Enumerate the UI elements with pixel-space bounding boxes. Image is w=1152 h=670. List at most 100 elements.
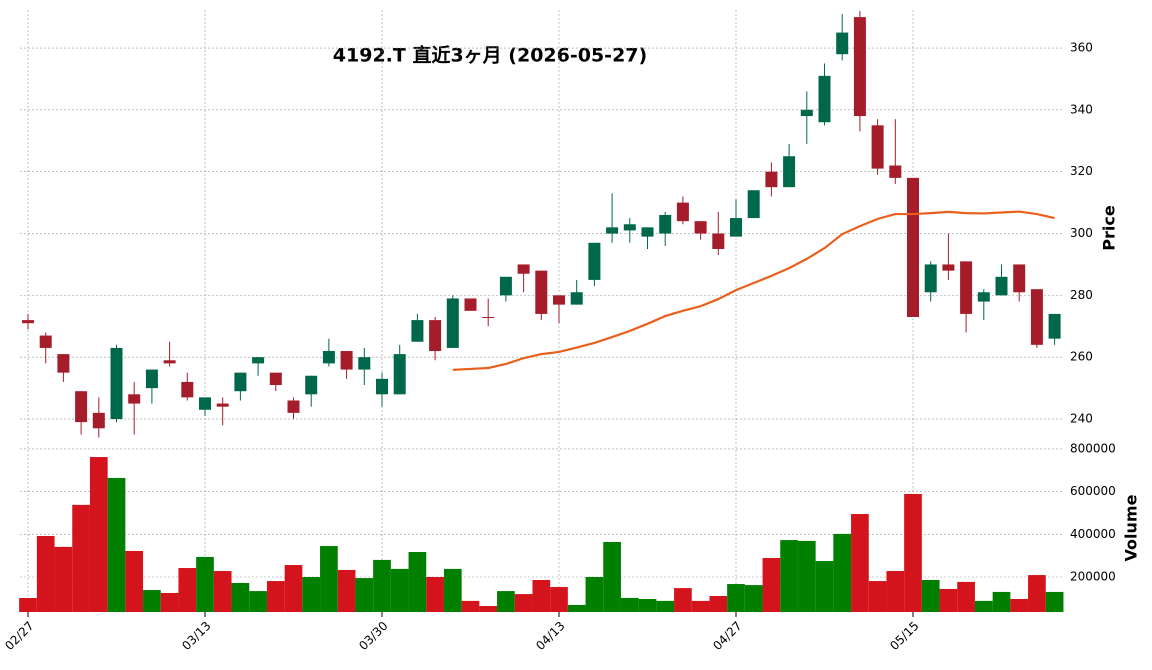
volume-bar bbox=[638, 598, 657, 612]
y-axis-label: Volume bbox=[1122, 494, 1141, 561]
candle-body bbox=[641, 227, 654, 237]
candle-body bbox=[712, 233, 725, 249]
volume-bar bbox=[603, 541, 621, 612]
candle-body bbox=[110, 347, 123, 420]
volume-bar bbox=[744, 585, 763, 612]
volume-bar bbox=[36, 536, 55, 612]
candle-body bbox=[623, 224, 636, 231]
candle-body bbox=[269, 372, 282, 386]
candle-body bbox=[446, 298, 459, 348]
candle-body bbox=[216, 403, 229, 407]
volume-bar bbox=[426, 576, 444, 612]
volume-bar bbox=[514, 594, 533, 612]
candle-body bbox=[57, 354, 70, 373]
volume-bar bbox=[461, 600, 480, 612]
y-tick-label: 200000 bbox=[1070, 569, 1116, 583]
volume-bar bbox=[249, 591, 267, 612]
candle-body bbox=[287, 400, 300, 413]
volume-bar bbox=[302, 576, 321, 612]
volume-bar bbox=[904, 493, 922, 612]
candle-body bbox=[340, 351, 353, 370]
y-tick-label: 400000 bbox=[1070, 527, 1116, 541]
candle-body bbox=[92, 412, 105, 429]
candle-body bbox=[676, 202, 689, 222]
candle-body bbox=[907, 177, 919, 318]
volume-bar bbox=[125, 550, 144, 612]
y-tick-label: 800000 bbox=[1070, 441, 1116, 455]
candle-body bbox=[694, 221, 707, 234]
volume-bar bbox=[957, 581, 975, 612]
candle-body bbox=[234, 372, 247, 392]
volume-bar bbox=[780, 540, 798, 612]
volume-bar bbox=[178, 568, 197, 612]
volume-bar bbox=[390, 568, 409, 612]
candle-body bbox=[482, 317, 495, 319]
candle-body bbox=[163, 360, 176, 364]
moving-average-line bbox=[452, 210, 1055, 371]
candle-body bbox=[535, 270, 548, 314]
candle-body bbox=[659, 214, 672, 234]
volume-bar bbox=[1045, 591, 1064, 612]
volume-bar bbox=[19, 597, 37, 612]
volume-bar bbox=[337, 569, 356, 612]
candle-body bbox=[570, 292, 583, 305]
candle-body bbox=[924, 264, 937, 293]
volume-bar bbox=[974, 600, 993, 612]
volume-bar bbox=[762, 557, 781, 612]
y-axis-label: Price bbox=[1100, 205, 1119, 251]
candle-body bbox=[588, 242, 601, 280]
candle-body bbox=[606, 227, 619, 234]
volume-bar bbox=[833, 533, 852, 612]
candle-body bbox=[376, 378, 388, 395]
y-tick-label: 320 bbox=[1070, 164, 1093, 178]
y-tick-label: 360 bbox=[1070, 41, 1093, 55]
volume-bar bbox=[72, 504, 90, 612]
candle-body bbox=[730, 218, 742, 237]
volume-bar bbox=[992, 591, 1011, 612]
x-tick-label: 04/27 bbox=[710, 619, 744, 653]
volume-bar bbox=[373, 559, 391, 612]
candle-body bbox=[995, 276, 1008, 296]
candle-body bbox=[871, 125, 884, 169]
volume-bar bbox=[921, 579, 940, 612]
candle-body bbox=[305, 375, 318, 395]
volume-bar bbox=[550, 587, 568, 612]
volume-bar bbox=[656, 600, 675, 612]
volume-bar bbox=[1028, 575, 1046, 612]
volume-bar bbox=[107, 477, 126, 612]
candle-body bbox=[75, 391, 88, 423]
volume-bar bbox=[709, 595, 728, 612]
candle-body bbox=[199, 397, 211, 410]
candle-body bbox=[517, 264, 530, 274]
volume-bar bbox=[143, 590, 161, 612]
volume-bar bbox=[89, 457, 108, 612]
candle-body bbox=[358, 357, 371, 370]
candle-body bbox=[836, 32, 849, 55]
y-tick-label: 280 bbox=[1070, 288, 1093, 302]
candle-body bbox=[818, 75, 831, 123]
volume-bar bbox=[355, 578, 374, 612]
candle-body bbox=[145, 369, 158, 389]
volume-bar bbox=[408, 552, 427, 612]
volume-bar bbox=[320, 546, 338, 612]
volume-bar bbox=[674, 588, 692, 612]
volume-bar bbox=[585, 576, 604, 612]
candle-body bbox=[22, 320, 34, 324]
candle-body bbox=[181, 381, 194, 398]
x-tick-label: 03/13 bbox=[179, 619, 213, 653]
candle-body bbox=[747, 190, 760, 219]
candle-body bbox=[499, 276, 512, 296]
candle-body bbox=[128, 394, 141, 404]
x-tick-label: 02/27 bbox=[2, 619, 36, 653]
volume-bar bbox=[497, 591, 515, 612]
volume-bar bbox=[886, 571, 905, 612]
volume-bar bbox=[727, 584, 745, 612]
candle-body bbox=[429, 320, 442, 352]
volume-bar bbox=[851, 514, 869, 612]
volume-bar bbox=[54, 546, 73, 612]
y-tick-label: 300 bbox=[1070, 226, 1093, 240]
y-tick-label: 600000 bbox=[1070, 484, 1116, 498]
volume-bar bbox=[620, 597, 639, 612]
candle-body bbox=[322, 351, 335, 364]
volume-bar bbox=[939, 588, 958, 612]
